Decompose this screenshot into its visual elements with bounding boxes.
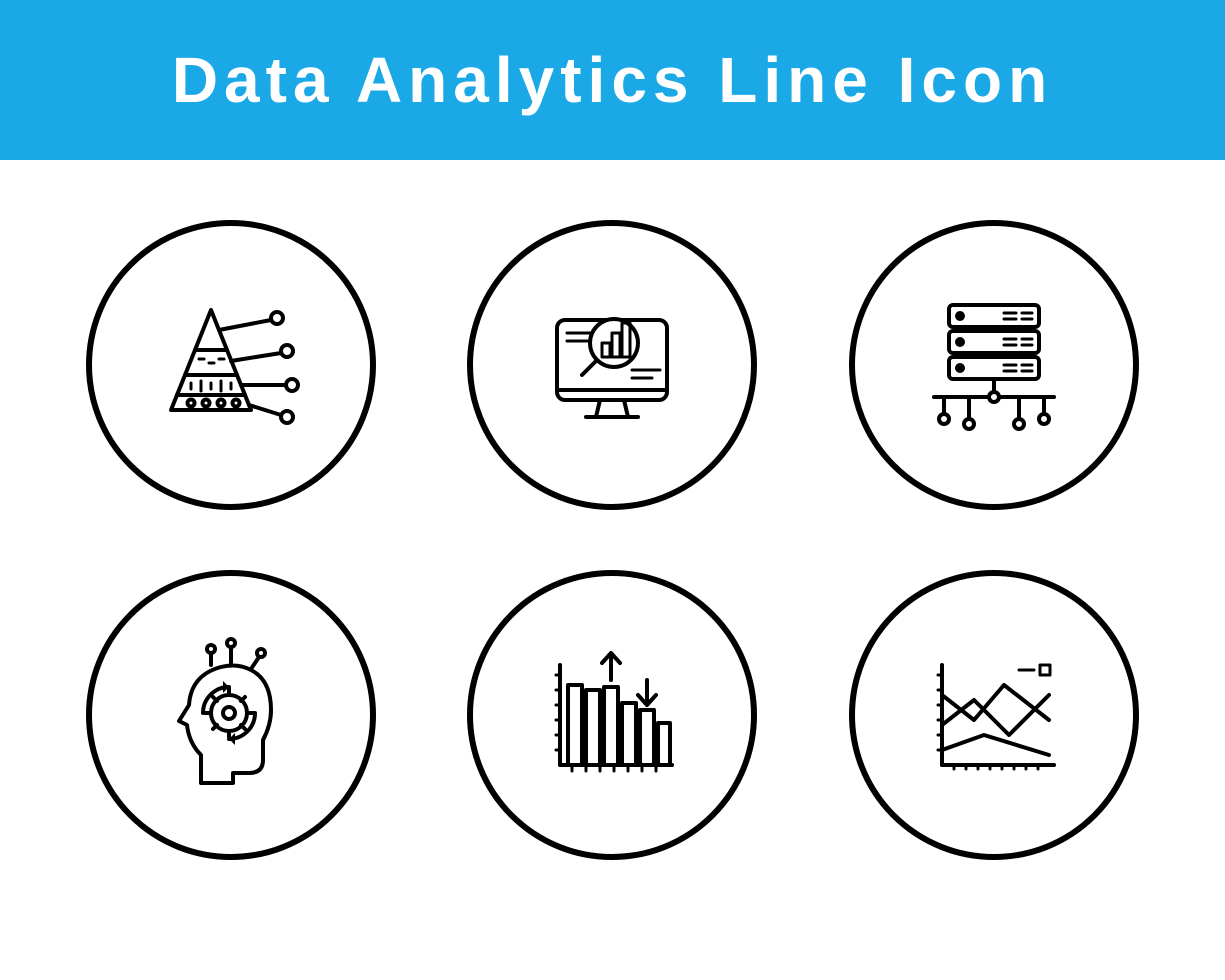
bar-chart-trends-icon: [522, 625, 702, 805]
header-banner: Data Analytics Line Icon: [0, 0, 1225, 160]
server-network-icon: [904, 275, 1084, 455]
ai-head-gear-icon: [141, 625, 321, 805]
icon-container: [467, 570, 757, 860]
area-chart-icon: [904, 625, 1084, 805]
monitor-analytics-icon: [522, 275, 702, 455]
icon-container: [849, 570, 1139, 860]
icon-container: [86, 570, 376, 860]
icon-container: [849, 220, 1139, 510]
icon-container: [86, 220, 376, 510]
icon-grid: [0, 160, 1225, 920]
data-pyramid-icon: [141, 275, 321, 455]
icon-container: [467, 220, 757, 510]
page-title: Data Analytics Line Icon: [172, 43, 1053, 117]
